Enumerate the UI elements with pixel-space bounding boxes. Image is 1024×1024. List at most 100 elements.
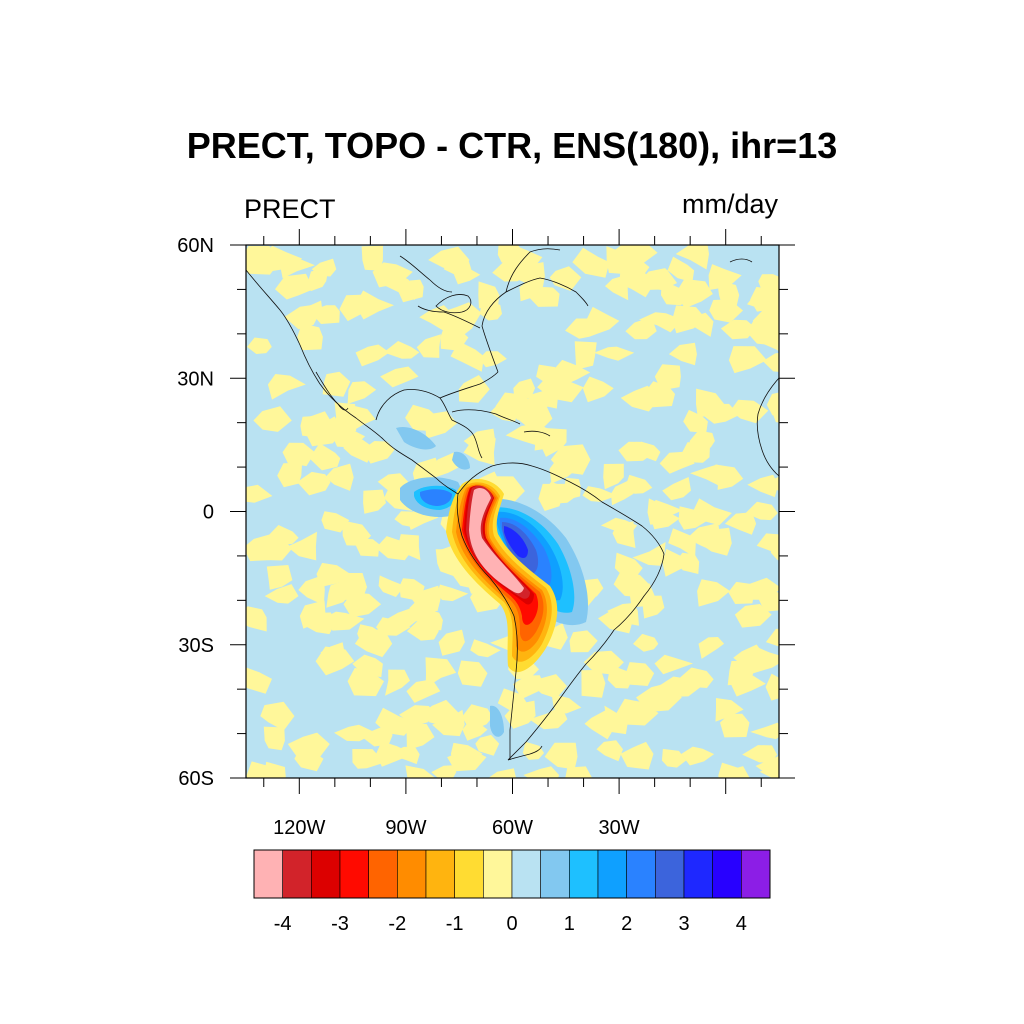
- noise-patch: [678, 506, 708, 530]
- noise-patch: [730, 674, 766, 697]
- noise-patch: [348, 404, 376, 433]
- noise-patch: [470, 584, 506, 613]
- noise-patches: [246, 245, 779, 778]
- noise-patch: [616, 698, 659, 726]
- noise-patch: [611, 245, 658, 264]
- noise-patch: [522, 741, 545, 760]
- colorbar-swatch: [741, 849, 771, 899]
- noise-patch: [266, 525, 299, 546]
- noise-patch: [638, 441, 661, 462]
- colorbar-label: -3: [331, 913, 349, 935]
- pacific-positive-patch: [396, 426, 504, 737]
- noise-patch: [681, 746, 715, 766]
- noise-patch: [702, 403, 740, 424]
- noise-patch: [762, 352, 779, 372]
- y-tick-label: 0: [203, 502, 214, 524]
- colorbar-label: -1: [446, 913, 464, 935]
- noise-patch: [565, 766, 593, 778]
- figure-title: PRECT, TOPO - CTR, ENS(180), ihr=13: [187, 125, 838, 166]
- noise-patch: [405, 765, 436, 778]
- noise-patch: [383, 341, 420, 359]
- noise-patch: [742, 647, 779, 674]
- noise-patch: [678, 667, 714, 688]
- noise-patch: [253, 406, 292, 432]
- noise-patch: [724, 512, 757, 535]
- noise-patch: [625, 474, 653, 494]
- noise-patch: [661, 748, 687, 768]
- noise-patch: [762, 335, 779, 352]
- y-tick-label: 60N: [177, 235, 214, 257]
- units-label: mm/day: [682, 189, 779, 219]
- noise-patch: [470, 639, 501, 658]
- noise-patch: [772, 397, 779, 423]
- noise-patch: [582, 376, 614, 403]
- colorbar-swatch: [253, 849, 283, 899]
- colorbar-swatch: [483, 849, 513, 899]
- noise-patch: [489, 402, 519, 422]
- noise-patch: [539, 428, 567, 457]
- noise-patch: [424, 411, 458, 439]
- noise-patch: [538, 483, 565, 511]
- colorbar-label: 2: [621, 913, 632, 935]
- noise-patch: [355, 538, 380, 557]
- noise-patch: [355, 290, 394, 320]
- noise-patch: [604, 705, 629, 735]
- noise-patch: [582, 486, 618, 502]
- noise-patch: [676, 312, 714, 337]
- noise-patch: [325, 463, 354, 491]
- colorbar-swatch: [655, 849, 685, 899]
- noise-patch: [461, 704, 493, 731]
- noise-patch: [246, 667, 272, 694]
- noise-patch: [287, 732, 330, 759]
- noise-patch: [375, 536, 414, 561]
- noise-patch: [745, 501, 778, 521]
- noise-patch: [639, 312, 683, 333]
- noise-patch: [362, 441, 395, 464]
- noise-patch: [475, 734, 500, 756]
- noise-patch: [354, 628, 393, 658]
- noise-patch: [633, 633, 659, 652]
- y-tick-label: 60S: [178, 768, 214, 790]
- noise-patch: [347, 381, 377, 404]
- colorbar-swatch: [454, 849, 484, 899]
- noise-patch: [363, 489, 386, 514]
- noise-patch: [758, 588, 779, 612]
- y-axis-tick-labels: 60N 30N 0 30S 60S: [177, 235, 214, 790]
- noise-patch: [438, 629, 465, 656]
- noise-patch: [709, 299, 743, 323]
- colorbar-label: -2: [388, 913, 406, 935]
- noise-patch: [360, 723, 393, 747]
- noise-patch: [457, 660, 488, 687]
- colorbar-swatch: [511, 849, 541, 899]
- colorbar-labels: -4 -3 -2 -1 0 1 2 3 4: [274, 913, 747, 935]
- noise-patch: [551, 359, 591, 387]
- noise-patch: [549, 454, 578, 484]
- noise-patch: [668, 528, 696, 558]
- colorbar-swatch: [712, 849, 742, 899]
- noise-patch: [298, 574, 325, 606]
- noise-patch: [728, 346, 767, 374]
- noise-patch: [297, 471, 331, 496]
- noise-patch: [523, 766, 560, 778]
- noise-patch: [699, 527, 732, 556]
- noise-patch: [513, 675, 544, 699]
- noise-patch: [708, 264, 742, 290]
- noise-patch: [399, 705, 436, 727]
- noise-patch: [612, 521, 636, 548]
- noise-patch: [352, 654, 383, 678]
- colorbar-swatch: [425, 849, 455, 899]
- noise-patch: [585, 306, 620, 336]
- noise-patch: [432, 709, 465, 737]
- noise-patch: [620, 741, 654, 770]
- noise-patch: [683, 409, 708, 433]
- andes-negative-anomaly: [446, 479, 558, 673]
- noise-patch: [247, 337, 272, 354]
- noise-patch: [752, 307, 779, 337]
- noise-patch: [277, 462, 303, 488]
- noise-patch: [569, 630, 598, 653]
- noise-patch: [698, 637, 725, 659]
- noise-patch: [765, 628, 779, 647]
- colorbar-label: 3: [678, 913, 689, 935]
- colorbar-label: 1: [564, 913, 575, 935]
